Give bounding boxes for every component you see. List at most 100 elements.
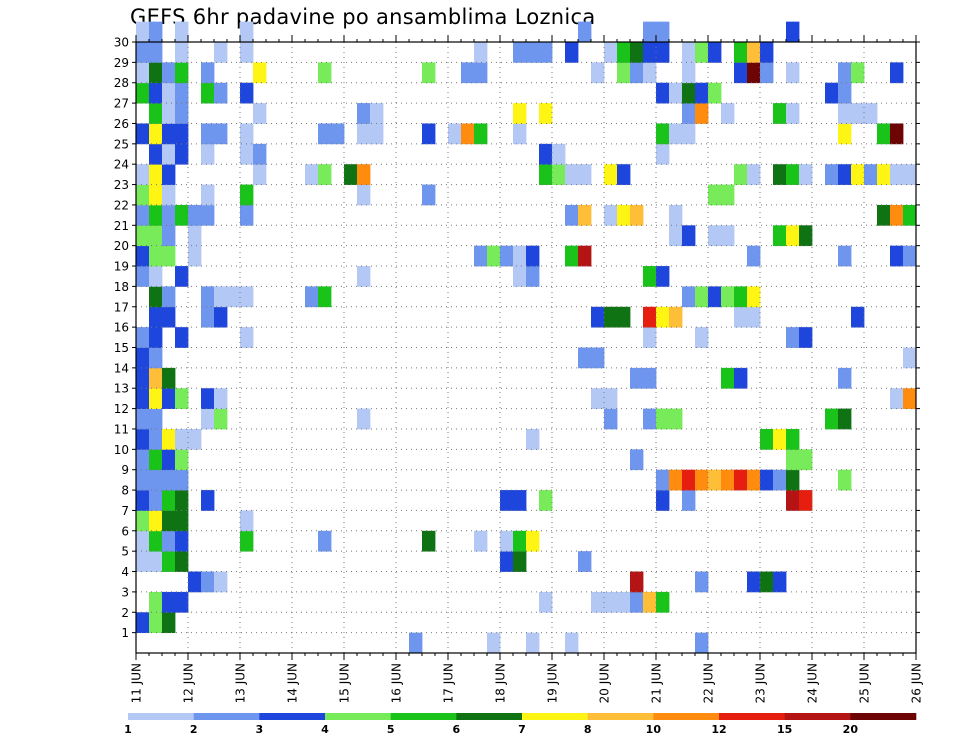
heatmap-cell — [539, 490, 553, 511]
x-tick-label: 19 JUN — [546, 663, 560, 703]
heatmap-cell — [604, 42, 618, 63]
heatmap-cell — [604, 408, 618, 430]
heatmap-cell — [656, 469, 670, 491]
heatmap-cell — [630, 42, 644, 63]
heatmap-cell — [669, 306, 683, 328]
heatmap-cell — [786, 164, 800, 185]
heatmap-cell — [669, 408, 683, 430]
heatmap-cell — [682, 469, 696, 491]
heatmap-cell — [721, 103, 735, 124]
heatmap-cell — [799, 164, 813, 185]
heatmap-cell — [773, 469, 787, 491]
heatmap-cell — [539, 591, 553, 613]
y-tick-label: 6 — [121, 524, 129, 538]
heatmap-cell — [149, 266, 163, 287]
heatmap-cell — [136, 164, 150, 185]
y-tick-label: 25 — [114, 137, 129, 151]
colorbar: 1 2 3 4 5 6 7 8 10 12 15 20 — [124, 713, 917, 736]
heatmap-cell — [149, 428, 163, 450]
heatmap-cell — [656, 143, 670, 165]
heatmap-cell — [773, 164, 787, 185]
heatmap-cell — [149, 286, 163, 308]
heatmap-cell — [201, 62, 215, 84]
heatmap-cell — [136, 266, 150, 287]
heatmap-cell — [175, 490, 189, 511]
heatmap-cell — [162, 123, 176, 145]
heatmap-cell — [149, 143, 163, 165]
heatmap-cell — [526, 428, 540, 450]
heatmap-cell — [162, 490, 176, 511]
heatmap-cell — [344, 164, 358, 185]
heatmap-cell — [136, 327, 150, 348]
heatmap-cell — [240, 327, 254, 348]
heatmap-cell — [188, 571, 202, 593]
heatmap-cell — [240, 510, 254, 532]
heatmap-cell — [617, 204, 631, 226]
heatmap-cell — [773, 103, 787, 124]
heatmap-cell — [487, 245, 501, 267]
heatmap-cell — [721, 184, 735, 206]
heatmap-cell — [773, 428, 787, 450]
heatmap-cell — [149, 530, 163, 552]
heatmap-cell — [136, 490, 150, 511]
heatmap-cell — [799, 490, 813, 511]
heatmap-cell — [695, 469, 709, 491]
heatmap-cell — [890, 388, 904, 409]
heatmap-cell — [838, 367, 852, 389]
heatmap-cell — [136, 510, 150, 532]
heatmap-cell — [890, 204, 904, 226]
heatmap-cell — [474, 42, 488, 63]
heatmap-cell — [214, 123, 228, 145]
heatmap-cell — [747, 306, 761, 328]
heatmap-cell — [773, 225, 787, 247]
heatmap-cell — [201, 408, 215, 430]
heatmap-cell — [799, 449, 813, 471]
heatmap-cell — [214, 286, 228, 308]
heatmap-cell — [682, 123, 696, 145]
heatmap-cell — [500, 530, 514, 552]
colorbar-swatch — [259, 713, 326, 720]
heatmap-cell — [149, 327, 163, 348]
heatmap-cell — [578, 21, 592, 43]
heatmap-cell — [175, 388, 189, 409]
heatmap-cell — [669, 469, 683, 491]
heatmap-cell — [240, 204, 254, 226]
x-tick-label: 18 JUN — [494, 663, 508, 703]
heatmap-cell — [747, 62, 761, 84]
heatmap-cell — [838, 62, 852, 84]
heatmap-cell — [370, 123, 384, 145]
heatmap-cell — [656, 21, 670, 43]
colorbar-label: 8 — [584, 723, 592, 736]
y-tick-label: 14 — [114, 361, 129, 375]
heatmap-cell — [656, 591, 670, 613]
heatmap-cell — [162, 449, 176, 471]
heatmap-cell — [630, 571, 644, 593]
heatmap-cell — [903, 164, 917, 185]
y-tick-label: 29 — [114, 56, 129, 70]
heatmap-cell — [695, 42, 709, 63]
y-tick-label: 20 — [114, 239, 129, 253]
y-tick-label: 26 — [114, 117, 129, 131]
heatmap-cell — [214, 306, 228, 328]
heatmap-cell — [175, 327, 189, 348]
heatmap-cell — [643, 591, 657, 613]
heatmap-cell — [162, 388, 176, 409]
heatmap-cell — [136, 21, 150, 43]
y-tick-label: 24 — [114, 158, 129, 172]
heatmap-cell — [565, 42, 579, 63]
heatmap-cell — [149, 367, 163, 389]
x-tick-label: 23 JUN — [754, 663, 768, 703]
y-tick-label: 11 — [114, 422, 129, 436]
heatmap-cell — [240, 184, 254, 206]
heatmap-cell — [617, 591, 631, 613]
grid-lines — [136, 41, 916, 653]
colorbar-label: 1 — [124, 723, 132, 736]
heatmap-cell — [656, 123, 670, 145]
heatmap-cell — [799, 225, 813, 247]
heatmap-cell — [526, 42, 540, 63]
heatmap-cell — [552, 143, 566, 165]
heatmap-cell — [539, 42, 553, 63]
heatmap-cell — [578, 164, 592, 185]
heatmap-cell — [149, 103, 163, 124]
x-tick-label: 22 JUN — [702, 663, 716, 703]
